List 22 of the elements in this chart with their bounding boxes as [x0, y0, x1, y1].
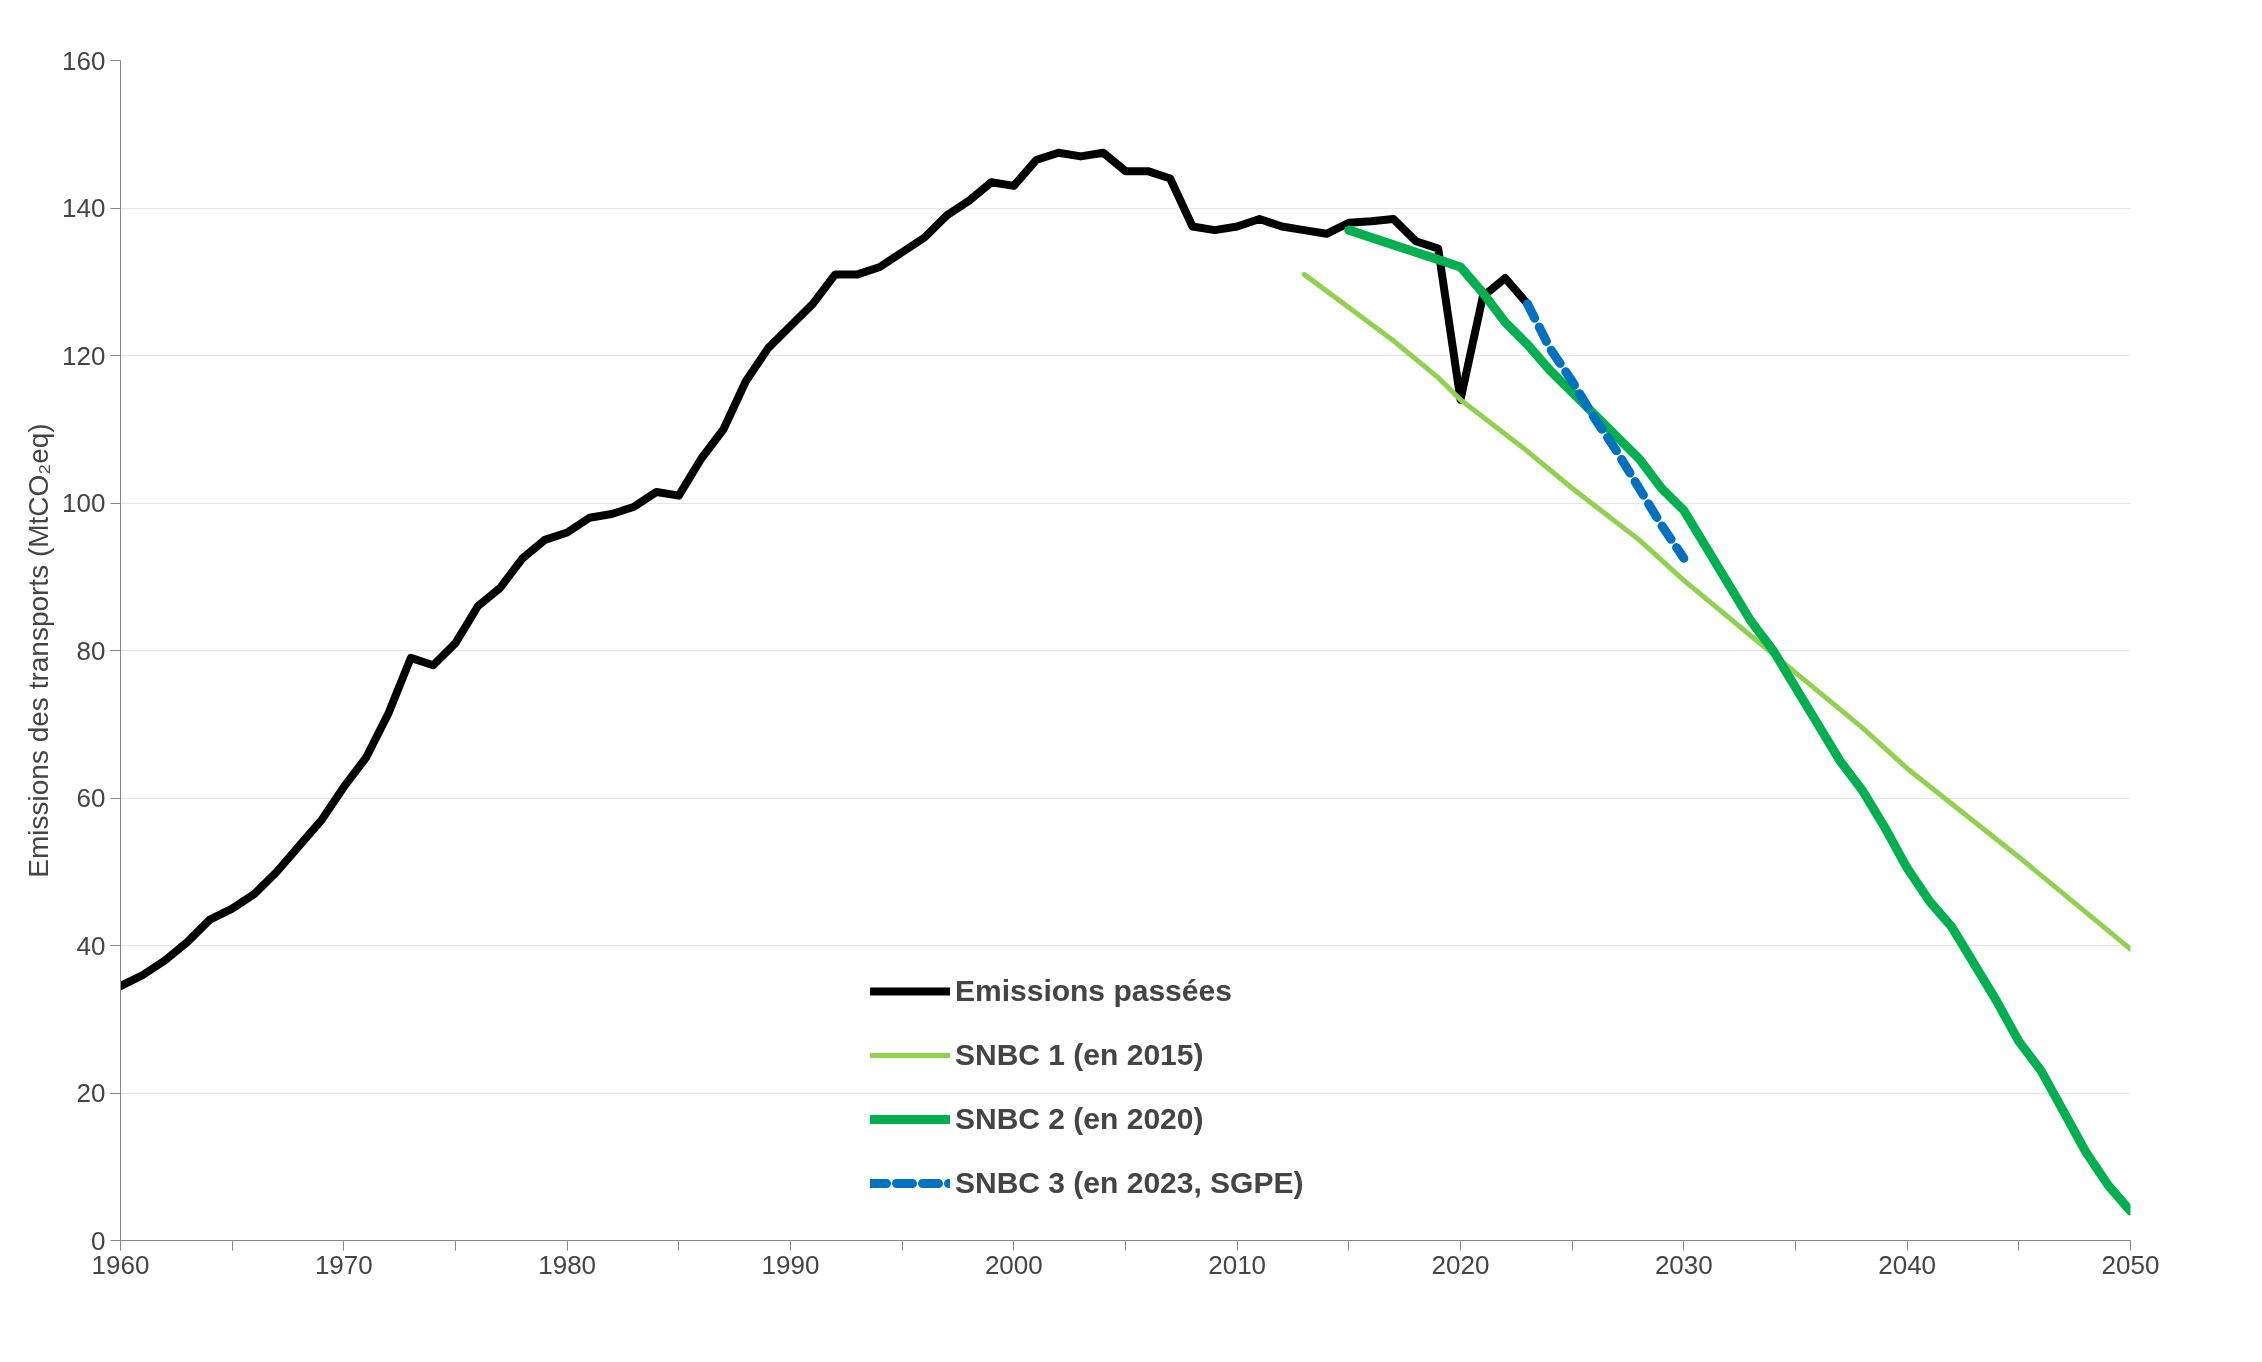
x-tick-label: 2050: [2101, 1249, 2160, 1280]
y-axis-title: Emissions des transports (MtCO₂eq): [23, 423, 55, 878]
legend-label: SNBC 2 (en 2020): [955, 1102, 1204, 1136]
x-tick-label: 2030: [1654, 1249, 1713, 1280]
y-tick-label: 120: [62, 340, 106, 371]
x-tick-label: 1980: [538, 1249, 597, 1280]
legend-label: SNBC 3 (en 2023, SGPE): [955, 1166, 1304, 1200]
y-tick-label: 40: [76, 930, 106, 961]
y-tick-label: 80: [76, 635, 106, 666]
x-tick-label: 2000: [984, 1249, 1043, 1280]
x-tick-label: 2040: [1878, 1249, 1937, 1280]
y-tick-label: 20: [76, 1078, 106, 1108]
x-tick-label: 1990: [761, 1249, 820, 1280]
legend-label: Emissions passées: [955, 974, 1232, 1008]
x-tick-label: 2010: [1208, 1249, 1267, 1280]
y-tick-label: 160: [62, 45, 106, 76]
x-tick-label: 2020: [1431, 1249, 1490, 1280]
y-tick-label: 100: [62, 488, 106, 518]
legend-label: SNBC 1 (en 2015): [955, 1038, 1204, 1072]
x-tick-label: 1970: [314, 1249, 373, 1280]
y-tick-label: 140: [62, 193, 106, 223]
y-tick-label: 60: [76, 783, 106, 813]
